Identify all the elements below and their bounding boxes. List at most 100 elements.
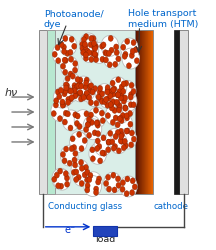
Circle shape bbox=[76, 84, 81, 89]
Circle shape bbox=[75, 77, 80, 83]
Circle shape bbox=[114, 50, 119, 56]
Circle shape bbox=[98, 158, 103, 164]
Circle shape bbox=[78, 78, 83, 84]
Circle shape bbox=[62, 82, 79, 103]
Circle shape bbox=[84, 92, 89, 98]
Circle shape bbox=[84, 91, 89, 97]
Bar bbox=[146, 30, 147, 194]
Circle shape bbox=[94, 121, 99, 126]
Circle shape bbox=[57, 86, 75, 106]
Circle shape bbox=[97, 176, 102, 182]
Circle shape bbox=[79, 166, 84, 172]
Circle shape bbox=[92, 44, 97, 50]
Circle shape bbox=[87, 177, 92, 183]
Circle shape bbox=[77, 124, 82, 130]
Circle shape bbox=[65, 83, 70, 89]
Circle shape bbox=[83, 165, 88, 171]
Circle shape bbox=[119, 139, 124, 145]
Circle shape bbox=[109, 48, 114, 54]
Bar bbox=[145, 30, 146, 194]
Circle shape bbox=[85, 187, 90, 193]
Circle shape bbox=[131, 137, 136, 142]
Circle shape bbox=[75, 114, 80, 119]
Circle shape bbox=[106, 175, 111, 180]
Circle shape bbox=[124, 81, 129, 87]
Circle shape bbox=[129, 83, 134, 89]
Circle shape bbox=[124, 113, 129, 119]
Circle shape bbox=[129, 92, 133, 98]
Circle shape bbox=[92, 52, 97, 58]
Circle shape bbox=[116, 99, 134, 119]
Circle shape bbox=[111, 172, 116, 178]
Bar bbox=[135, 30, 136, 194]
Circle shape bbox=[51, 101, 69, 122]
Bar bbox=[179, 30, 188, 194]
Circle shape bbox=[95, 146, 100, 152]
Circle shape bbox=[69, 95, 74, 101]
Circle shape bbox=[74, 92, 79, 98]
Bar bbox=[139, 30, 140, 194]
Circle shape bbox=[53, 103, 58, 108]
Bar bbox=[142, 30, 143, 194]
Circle shape bbox=[75, 77, 92, 98]
Circle shape bbox=[65, 76, 70, 82]
Circle shape bbox=[132, 184, 137, 190]
Circle shape bbox=[88, 173, 93, 179]
Circle shape bbox=[52, 168, 70, 190]
Circle shape bbox=[115, 92, 120, 98]
Circle shape bbox=[61, 45, 66, 51]
Circle shape bbox=[121, 45, 126, 51]
Circle shape bbox=[120, 180, 125, 186]
Circle shape bbox=[91, 156, 95, 162]
Circle shape bbox=[115, 114, 133, 136]
Circle shape bbox=[73, 151, 78, 157]
Circle shape bbox=[69, 57, 74, 63]
Circle shape bbox=[87, 84, 92, 90]
Circle shape bbox=[110, 140, 115, 145]
Circle shape bbox=[123, 143, 128, 149]
Circle shape bbox=[116, 106, 121, 111]
Circle shape bbox=[105, 88, 110, 94]
Circle shape bbox=[62, 92, 67, 97]
Circle shape bbox=[74, 110, 92, 131]
Circle shape bbox=[77, 132, 82, 138]
Circle shape bbox=[96, 95, 101, 100]
Bar bbox=[146, 30, 147, 194]
Circle shape bbox=[68, 89, 73, 95]
Circle shape bbox=[75, 121, 79, 127]
Circle shape bbox=[128, 95, 133, 100]
Circle shape bbox=[111, 88, 116, 93]
Circle shape bbox=[61, 102, 66, 108]
Circle shape bbox=[105, 105, 123, 126]
Circle shape bbox=[128, 122, 133, 128]
Circle shape bbox=[95, 120, 100, 126]
Circle shape bbox=[63, 36, 68, 42]
Circle shape bbox=[85, 183, 90, 189]
Circle shape bbox=[120, 132, 124, 138]
Circle shape bbox=[130, 190, 135, 196]
Circle shape bbox=[84, 119, 102, 140]
Circle shape bbox=[117, 116, 122, 122]
Bar bbox=[147, 30, 148, 194]
Circle shape bbox=[121, 82, 126, 87]
Circle shape bbox=[124, 129, 129, 134]
Circle shape bbox=[129, 53, 134, 59]
Bar bbox=[152, 30, 153, 194]
Bar bbox=[135, 30, 153, 194]
Circle shape bbox=[85, 170, 90, 175]
Bar bbox=[144, 30, 145, 194]
Circle shape bbox=[85, 49, 90, 54]
Circle shape bbox=[119, 91, 137, 112]
Circle shape bbox=[70, 136, 75, 142]
Circle shape bbox=[83, 42, 87, 48]
Circle shape bbox=[104, 172, 121, 194]
Circle shape bbox=[102, 99, 107, 105]
Circle shape bbox=[122, 49, 140, 70]
Circle shape bbox=[103, 97, 108, 103]
Circle shape bbox=[122, 54, 127, 60]
Circle shape bbox=[117, 108, 122, 114]
Circle shape bbox=[79, 84, 84, 90]
Circle shape bbox=[69, 146, 74, 152]
Circle shape bbox=[80, 46, 85, 52]
Circle shape bbox=[89, 84, 94, 89]
